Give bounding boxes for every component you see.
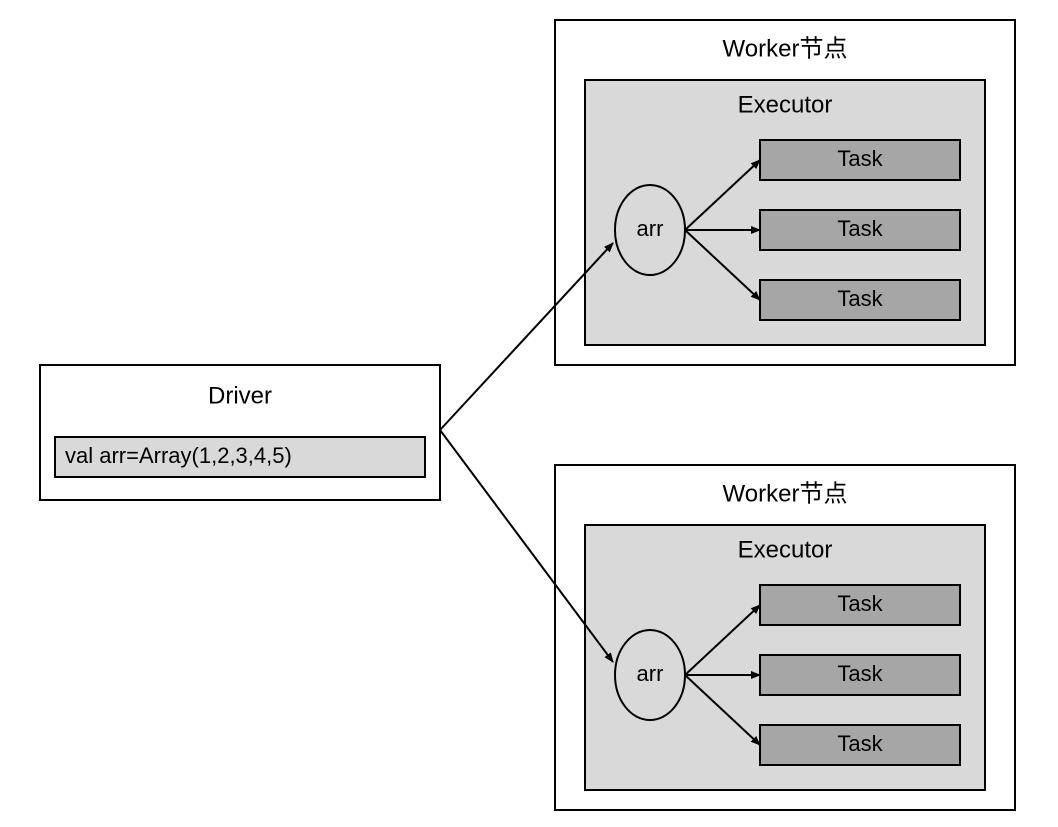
task-label-0-2: Task — [837, 286, 883, 311]
worker-title-1: Worker节点 — [723, 480, 848, 507]
driver-code-text: val arr=Array(1,2,3,4,5) — [65, 443, 292, 468]
task-label-0-1: Task — [837, 216, 883, 241]
executor-title-1: Executor — [738, 536, 833, 563]
task-label-1-1: Task — [837, 661, 883, 686]
driver-title: Driver — [208, 382, 272, 409]
task-label-1-2: Task — [837, 731, 883, 756]
arr-label-0: arr — [637, 216, 664, 241]
task-label-0-0: Task — [837, 146, 883, 171]
arr-label-1: arr — [637, 661, 664, 686]
worker-title-0: Worker节点 — [723, 35, 848, 62]
executor-title-0: Executor — [738, 91, 833, 118]
spark-broadcast-diagram: Driver val arr=Array(1,2,3,4,5) Worker节点 Ex… — [0, 0, 1058, 827]
task-label-1-0: Task — [837, 591, 883, 616]
